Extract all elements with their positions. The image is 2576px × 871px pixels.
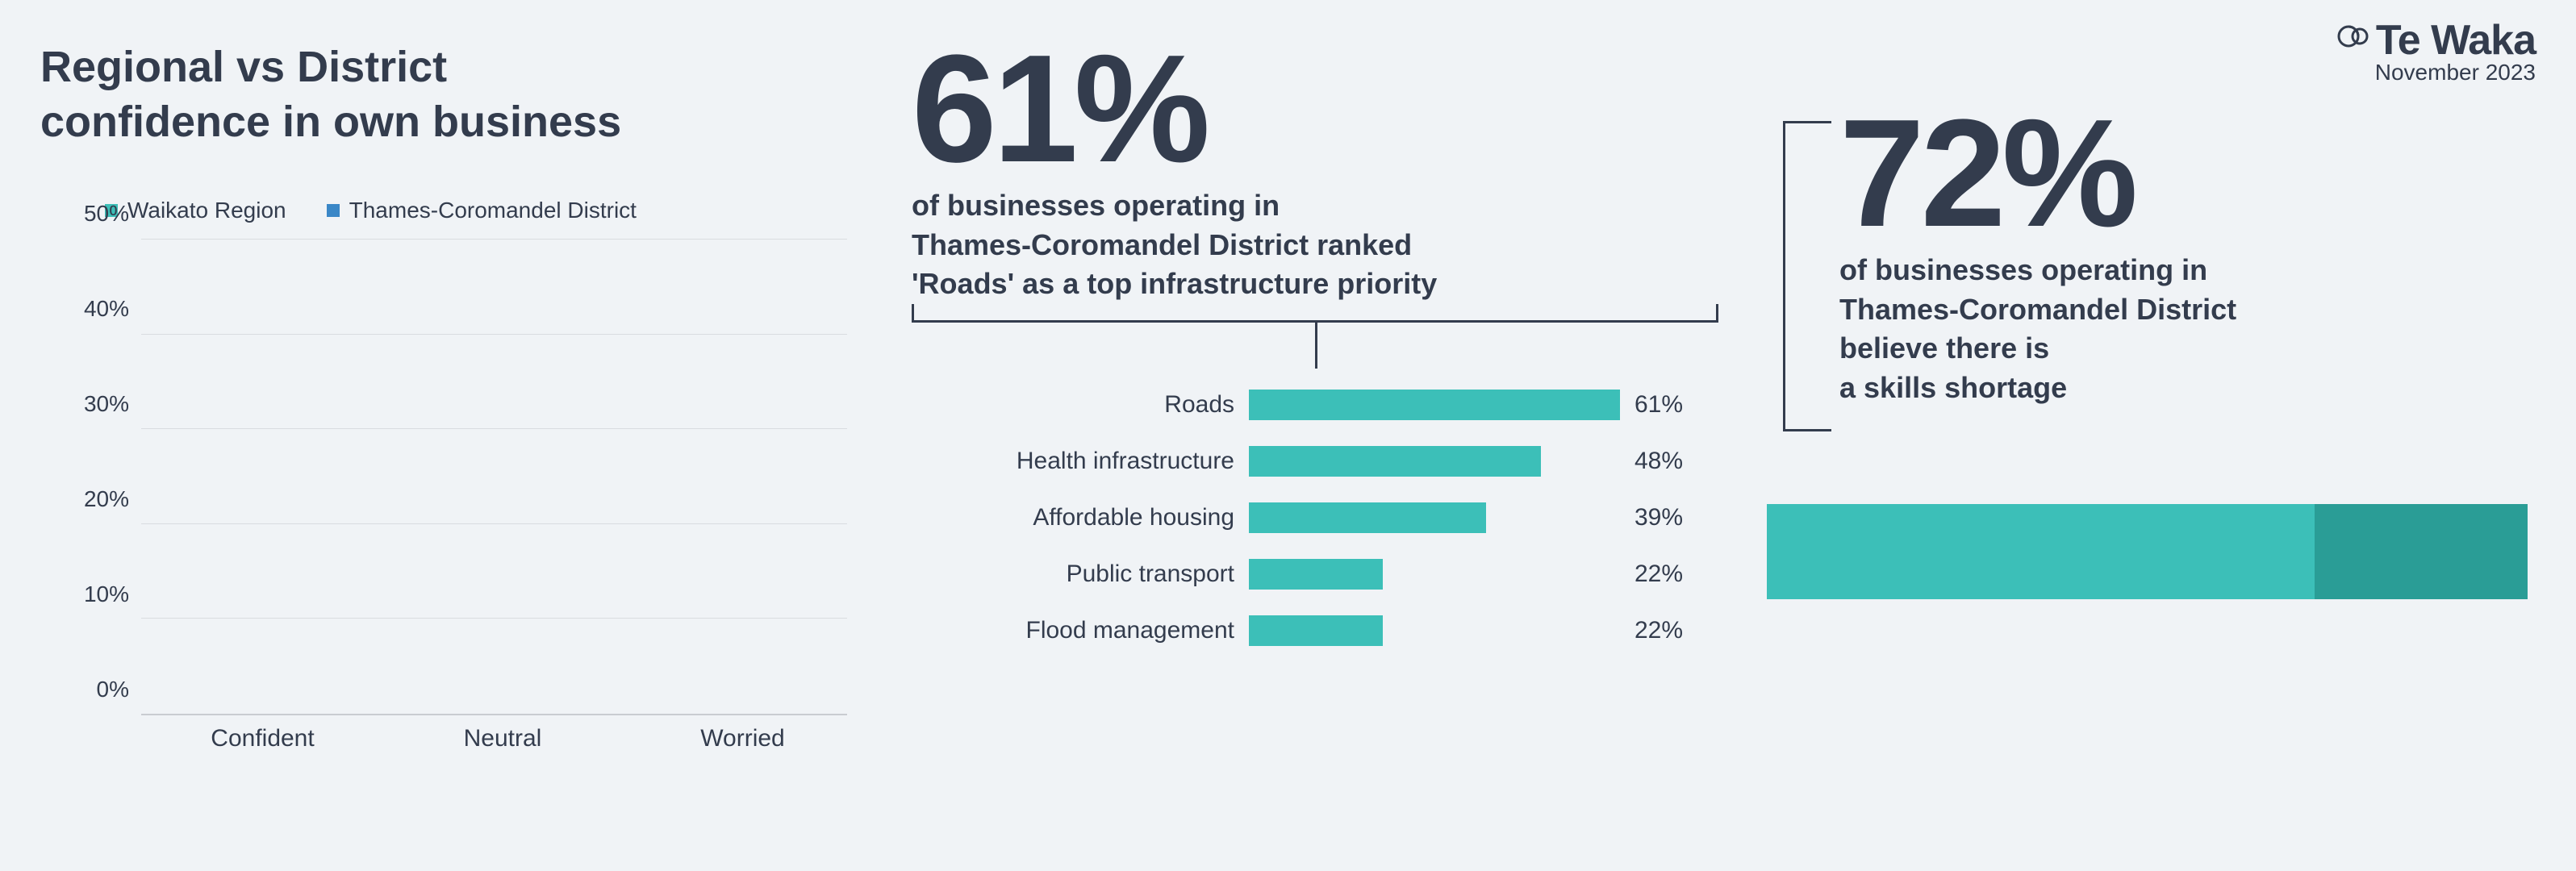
hbar-label: Public transport [912, 561, 1234, 588]
hbar-row: Public transport 22% [912, 546, 1718, 602]
hbar-fill [1249, 502, 1486, 533]
progress-rest [2315, 504, 2528, 599]
hbar-value: 22% [1635, 617, 1683, 644]
hbar-row: Affordable housing 39% [912, 490, 1718, 546]
legend-item-region: Waikato Region [105, 198, 286, 223]
bracket-icon [912, 312, 1718, 377]
hbar-row: Health infrastructure 48% [912, 433, 1718, 490]
y-tick-label: 10% [84, 581, 129, 607]
legend: Waikato Region Thames-Coromandel Distric… [105, 198, 863, 223]
y-tick-label: 20% [84, 486, 129, 512]
legend-item-district: Thames-Coromandel District [327, 198, 637, 223]
hbar-label: Affordable housing [912, 504, 1234, 531]
hbar-label: Flood management [912, 617, 1234, 644]
hbar-row: Roads 61% [912, 377, 1718, 433]
hbar-label: Health infrastructure [912, 448, 1234, 475]
gridline [141, 428, 847, 429]
horizontal-bar-chart: Roads 61% Health infrastructure 48% Affordab… [912, 377, 1718, 659]
gridline [141, 523, 847, 524]
hbar-track [1249, 559, 1620, 590]
y-tick-label: 40% [84, 296, 129, 322]
hbar-track [1249, 615, 1620, 646]
y-axis: 0%10%20%30%40%50% [65, 240, 137, 715]
progress-bar [1767, 504, 2528, 599]
progress-fill [1767, 504, 2315, 599]
swatch-icon [327, 204, 340, 217]
hbar-fill [1249, 390, 1620, 420]
bar-chart: 0%10%20%30%40%50% ConfidentNeutralWorrie… [65, 240, 863, 756]
x-tick-label: Confident [211, 725, 314, 752]
bracket-icon [1783, 121, 1831, 431]
y-tick-label: 0% [97, 677, 129, 702]
x-tick-label: Worried [700, 725, 784, 752]
stat-72: 72% [1839, 105, 2528, 243]
hbar-value: 48% [1635, 448, 1683, 475]
panel-infrastructure: 61% of businesses operating in Thames-Co… [912, 40, 1718, 831]
gridline [141, 334, 847, 335]
y-tick-label: 30% [84, 391, 129, 417]
plot-area: ConfidentNeutralWorried [141, 240, 847, 715]
hbar-track [1249, 390, 1620, 420]
title-confidence: Regional vs District confidence in own b… [40, 40, 863, 149]
hbar-fill [1249, 615, 1383, 646]
panel-confidence: Regional vs District confidence in own b… [40, 40, 863, 831]
hbar-value: 39% [1635, 504, 1683, 531]
gridline [141, 239, 847, 240]
hbar-value: 22% [1635, 561, 1683, 588]
hbar-track [1249, 446, 1620, 477]
stat-61-desc: of businesses operating in Thames-Coroma… [912, 186, 1718, 304]
stat-61: 61% [912, 40, 1718, 178]
hbar-fill [1249, 446, 1541, 477]
hbar-value: 61% [1635, 391, 1683, 419]
hbar-row: Flood management 22% [912, 602, 1718, 659]
gridline [141, 618, 847, 619]
hbar-fill [1249, 559, 1383, 590]
stat-72-desc: of businesses operating in Thames-Coroma… [1839, 251, 2528, 407]
hbar-label: Roads [912, 391, 1234, 419]
hbar-track [1249, 502, 1620, 533]
x-tick-label: Neutral [464, 725, 542, 752]
y-tick-label: 50% [84, 201, 129, 227]
panel-skills: 72% of businesses operating in Thames-Co… [1767, 40, 2528, 831]
